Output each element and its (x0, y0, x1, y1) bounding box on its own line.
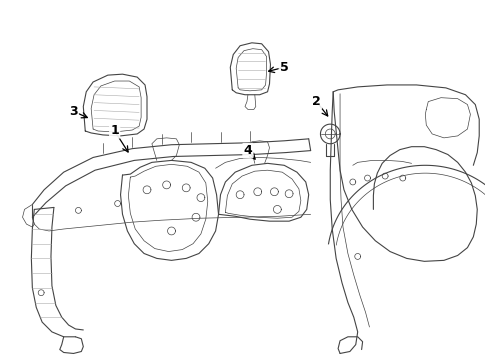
Text: 5: 5 (280, 61, 289, 74)
Text: 2: 2 (312, 95, 321, 108)
Text: 4: 4 (244, 144, 252, 157)
Text: 1: 1 (110, 125, 119, 138)
Text: 3: 3 (69, 105, 78, 118)
